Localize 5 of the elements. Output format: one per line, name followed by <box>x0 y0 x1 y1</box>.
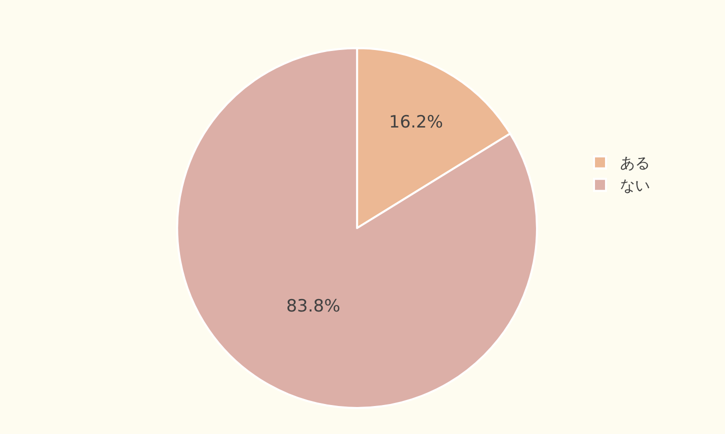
data-label: 83.8% <box>286 296 340 317</box>
pie-slice <box>176 47 538 409</box>
data-label: 16.2% <box>388 112 444 132</box>
legend-label: ない <box>620 176 650 195</box>
legend-label: ある <box>620 154 650 172</box>
